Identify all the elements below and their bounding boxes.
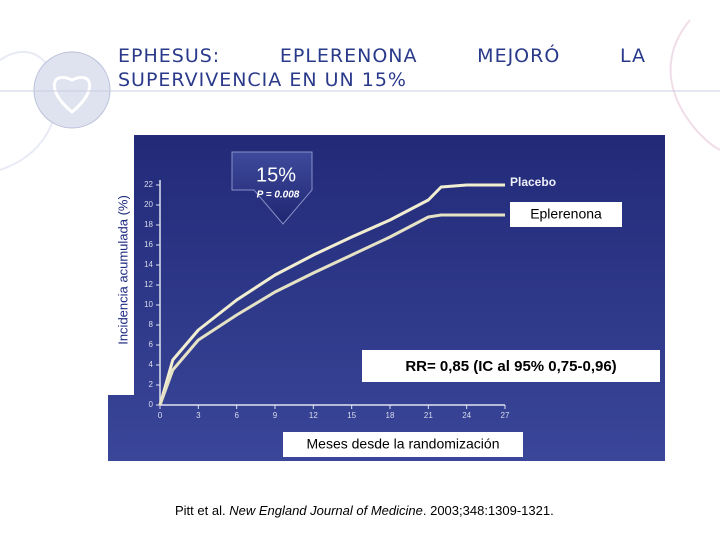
y-axis-label: Incidencia acumulada (%): [115, 195, 130, 345]
rr-box: [362, 350, 660, 382]
y-tick-label: 10: [144, 300, 153, 309]
logo-heart: [52, 75, 92, 114]
y-tick-label: 14: [144, 260, 153, 269]
line-series: [158, 213, 505, 406]
y-tick-label: 6: [149, 340, 154, 349]
y-tick-label: 8: [149, 320, 154, 329]
chart-panel: [108, 135, 665, 461]
x-tick-label: 0: [158, 411, 163, 420]
citation-authors: Pitt et al.: [175, 503, 230, 518]
y-tick-label: 22: [144, 180, 153, 189]
p-value: P = 0.008: [257, 190, 300, 201]
x-axis-label: Meses desde la randomización: [307, 436, 500, 452]
citation-journal: New England Journal of Medicine: [229, 503, 423, 518]
x-label-box: [283, 432, 523, 457]
y-tick-label: 16: [144, 240, 153, 249]
x-tick-label: 6: [234, 411, 239, 420]
x-tick-label: 15: [347, 411, 356, 420]
citation-details: . 2003;348:1309-1321.: [422, 503, 554, 518]
logo: [33, 51, 111, 129]
reduction-arrow: [231, 151, 313, 225]
series-label: Eplerenona: [530, 206, 602, 222]
line-series: [158, 183, 505, 406]
y-tick-label: 0: [149, 400, 154, 409]
y-tick-label: 12: [144, 280, 153, 289]
series-label-box: [510, 202, 622, 227]
y-tick-label: 18: [144, 220, 153, 229]
x-tick-label: 12: [309, 411, 318, 420]
x-tick-label: 3: [196, 411, 201, 420]
series-label: Placebo: [510, 175, 556, 189]
rr-annotation: RR= 0,85 (IC al 95% 0,75-0,96): [405, 358, 616, 375]
y-tick-label: 2: [149, 380, 154, 389]
x-tick-label: 9: [273, 411, 278, 420]
x-tick-label: 18: [386, 411, 395, 420]
x-tick-label: 27: [501, 411, 510, 420]
slide-title: EPHESUS: EPLERENONA MEJORÓ LA SUPERVIVEN…: [118, 45, 646, 91]
y-tick-label: 4: [149, 360, 154, 369]
decor: [669, 19, 720, 151]
citation: Pitt et al. New England Journal of Medic…: [175, 503, 554, 518]
x-tick-label: 24: [462, 411, 471, 420]
x-tick-label: 21: [424, 411, 433, 420]
y-label-box: [108, 135, 134, 395]
reduction-label: 15%: [256, 164, 296, 186]
y-tick-label: 20: [144, 200, 153, 209]
